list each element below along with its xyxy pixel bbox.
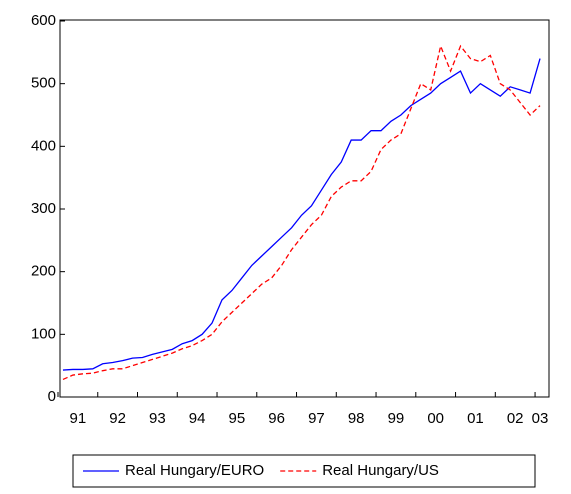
series-line (62, 43, 541, 381)
y-tick-label: 500 (31, 75, 56, 92)
y-tick-label: 0 (48, 388, 56, 405)
y-tick-label: 100 (31, 325, 56, 342)
y-tick-label: 600 (31, 12, 56, 29)
x-tick-label: 03 (532, 410, 549, 427)
x-tick-label: 95 (229, 410, 246, 427)
y-tick-label: 400 (31, 137, 56, 154)
x-tick-label: 97 (308, 410, 325, 427)
x-tick-label: 94 (189, 410, 206, 427)
x-tick-label: 98 (348, 410, 365, 427)
x-tick-label: 93 (149, 410, 166, 427)
legend-box (72, 454, 536, 488)
plot-frame (59, 19, 550, 398)
legend-label: Real Hungary/US (322, 462, 439, 479)
y-tick-label: 300 (31, 200, 56, 217)
x-tick-label: 99 (388, 410, 405, 427)
series-line (62, 58, 541, 371)
x-tick-label: 02 (507, 410, 524, 427)
x-tick-label: 91 (70, 410, 87, 427)
legend-label: Real Hungary/EURO (125, 462, 264, 479)
y-tick-label: 200 (31, 263, 56, 280)
x-tick-label: 96 (268, 410, 285, 427)
x-tick-label: 00 (427, 410, 444, 427)
x-tick-label: 01 (467, 410, 484, 427)
x-tick-label: 92 (109, 410, 126, 427)
